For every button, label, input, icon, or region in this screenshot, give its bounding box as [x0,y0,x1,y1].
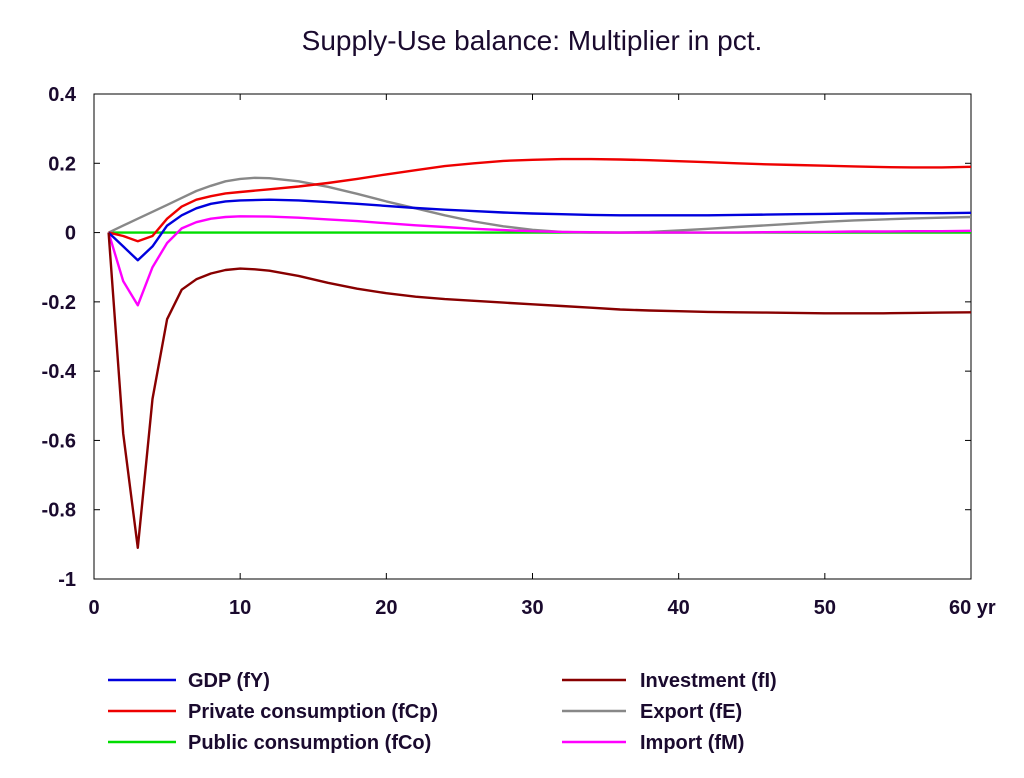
y-tick-label: -0.2 [42,292,76,314]
legend-item: Investment (fI) [562,670,777,692]
y-tick-label: -0.8 [42,500,76,522]
y-tick-label: 0.2 [48,153,76,175]
y-tick-label: 0.4 [48,84,77,106]
series-line-private-consumption-fcp [108,157,972,243]
series-line-import-fm [107,215,972,307]
series-line-investment-fi [107,232,972,549]
chart-title: Supply-Use balance: Multiplier in pct. [302,25,763,56]
legend-item: Public consumption (fCo) [108,732,431,754]
legend-label: Import (fM) [640,732,744,754]
y-tick-label: -1 [58,569,76,591]
legend-label: Export (fE) [640,701,742,723]
x-tick-label: 40 [668,597,690,619]
y-tick-label: -0.4 [42,361,77,383]
legend-item: Private consumption (fCp) [108,701,438,723]
x-tick-label: 50 [814,597,836,619]
x-tick-label: 20 [375,597,397,619]
x-tick-label: 60 yr [949,597,996,619]
legend-item: Export (fE) [562,701,742,723]
legend-label: Private consumption (fCp) [188,701,438,723]
legend-item: Import (fM) [562,732,744,754]
legend-item: GDP (fY) [108,670,270,692]
legend-label: Investment (fI) [640,670,777,692]
series-lines [107,157,972,549]
y-tick-label: -0.6 [42,430,76,452]
x-tick-label: 30 [521,597,543,619]
series-line-gdp-fy [107,198,972,262]
legend: GDP (fY) Private consumption (fCp) Public … [108,670,777,754]
series-line-export-fe [108,176,972,234]
y-tick-label: 0 [65,223,76,245]
x-tick-label: 10 [229,597,251,619]
axes: 0.4 0.2 0 -0.2 -0.4 -0.6 -0.8 -1 0 10 20 30 40 50 60 y… [42,84,996,619]
legend-label: Public consumption (fCo) [188,732,431,754]
legend-label: GDP (fY) [188,670,270,692]
x-tick-label: 0 [88,597,99,619]
